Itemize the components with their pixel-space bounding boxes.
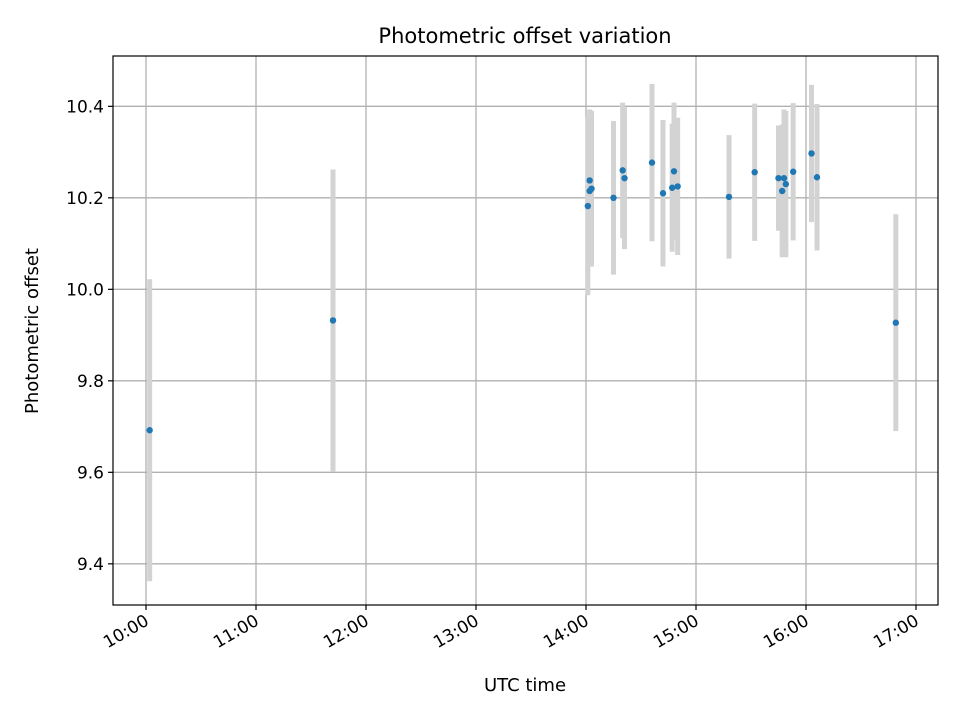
- x-axis-label: UTC time: [484, 675, 566, 696]
- x-tick-label: 10:00: [100, 611, 152, 653]
- data-point: [751, 169, 758, 176]
- data-point: [782, 180, 790, 188]
- data-point: [808, 150, 815, 157]
- data-point: [780, 174, 788, 182]
- data-point: [778, 187, 786, 195]
- data-point: [813, 174, 821, 181]
- data-point: [775, 174, 782, 182]
- grid: [113, 56, 938, 605]
- y-tick-label: 9.8: [77, 372, 104, 392]
- y-tick-label: 9.4: [77, 555, 104, 575]
- data-points: [146, 150, 900, 434]
- data-point: [648, 159, 656, 166]
- y-tick-label: 10.0: [66, 280, 104, 300]
- data-point: [892, 319, 900, 326]
- x-tick-label: 11:00: [210, 611, 262, 653]
- x-tick-label: 13:00: [430, 611, 482, 653]
- data-point: [619, 167, 626, 174]
- y-tick-label: 9.6: [77, 463, 104, 483]
- data-point: [668, 184, 676, 191]
- data-point: [674, 183, 681, 190]
- data-point: [584, 202, 592, 210]
- data-point: [621, 174, 628, 182]
- data-point: [670, 168, 678, 175]
- y-axis-label: Photometric offset: [22, 248, 43, 414]
- x-tick-label: 16:00: [760, 611, 812, 653]
- data-point: [789, 168, 797, 175]
- data-point: [610, 194, 617, 202]
- data-point: [586, 177, 593, 184]
- x-tick-label: 12:00: [320, 611, 372, 653]
- plot-frame: [112, 55, 939, 606]
- x-tick-label: 15:00: [650, 611, 702, 653]
- data-point: [659, 190, 667, 197]
- error-bars: [147, 83, 899, 582]
- y-tick-label: 10.2: [66, 189, 104, 209]
- data-point: [725, 193, 733, 201]
- y-tick-label: 10.4: [66, 97, 104, 117]
- data-point: [586, 187, 593, 195]
- data-point: [146, 427, 153, 434]
- x-axis-ticks: 10:00 11:00 12:00 13:00 14:00 15:00 16:00 17:00: [100, 605, 923, 653]
- x-tick-label: 14:00: [540, 611, 592, 653]
- chart-title: Photometric offset variation: [378, 24, 671, 48]
- y-axis-ticks: 9.4 9.6 9.8 10.0 10.2 10.4: [66, 97, 113, 575]
- x-tick-label: 17:00: [870, 611, 922, 653]
- data-point: [329, 317, 337, 324]
